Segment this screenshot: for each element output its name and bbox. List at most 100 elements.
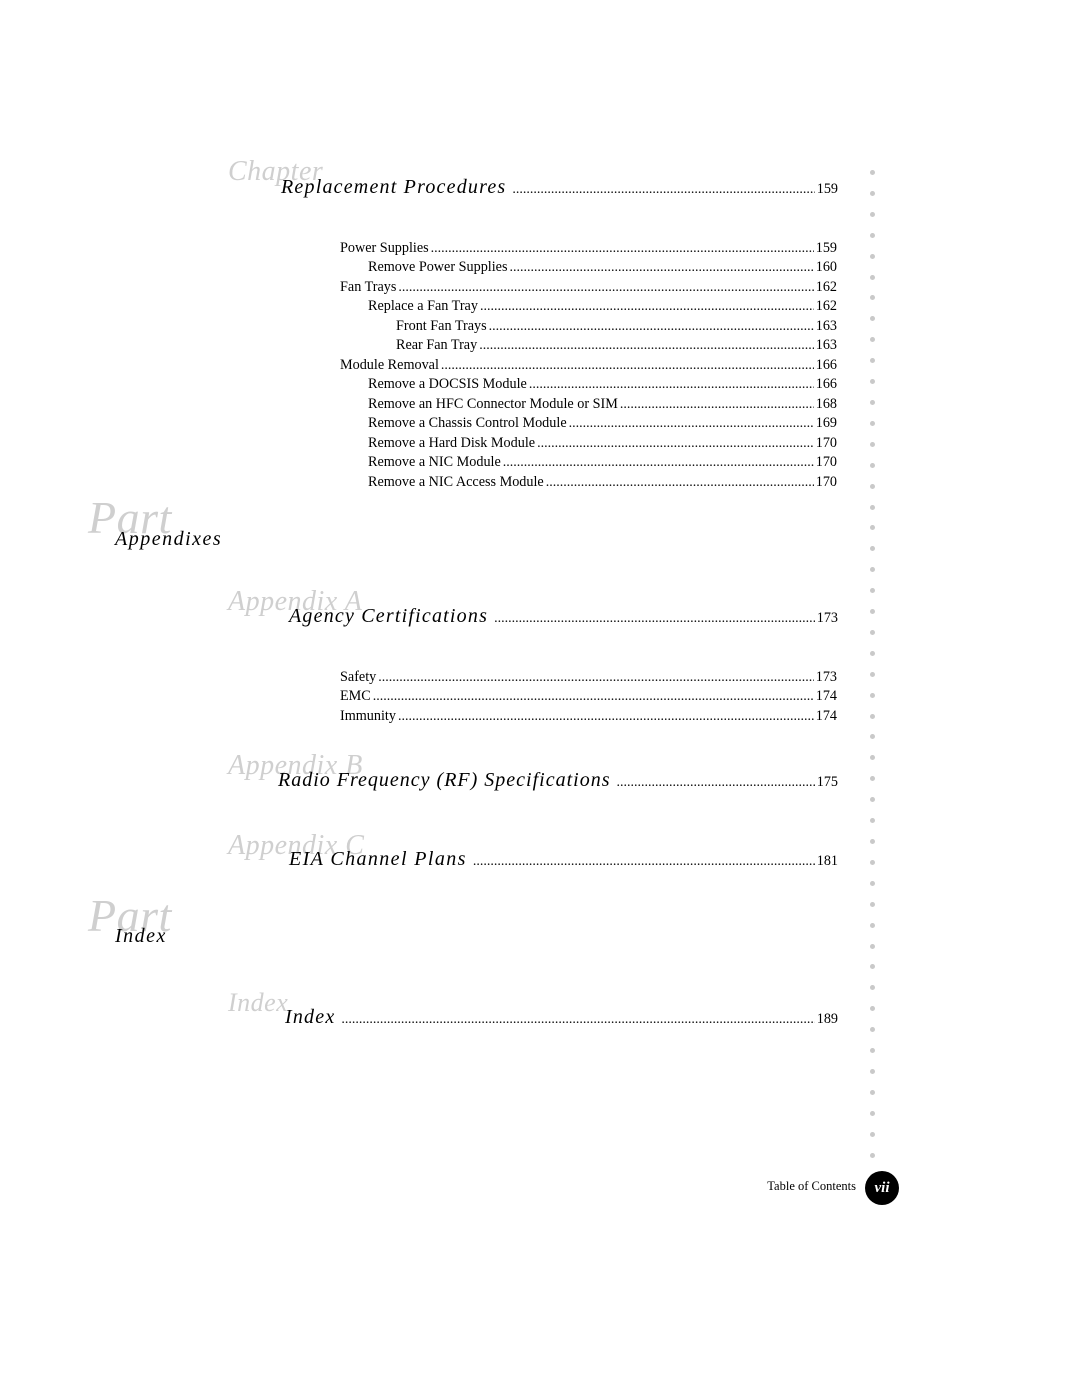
decorative-dot	[870, 1027, 875, 1032]
toc-row: Remove an HFC Connector Module or SIM168	[340, 395, 837, 414]
toc-row: Remove a NIC Access Module170	[340, 473, 837, 492]
toc-row: Remove a NIC Module 170	[340, 453, 837, 472]
leader	[569, 415, 814, 433]
toc-row: Front Fan Trays163	[340, 317, 837, 336]
toc-row: Fan Trays162	[340, 278, 837, 297]
page-number-badge: vii	[865, 1171, 899, 1205]
toc-label: Rear Fan Tray	[396, 336, 479, 355]
decorative-dot	[870, 902, 875, 907]
decorative-dot	[870, 567, 875, 572]
decorative-dot	[870, 776, 875, 781]
decorative-dot	[870, 964, 875, 969]
toc-row: Immunity174	[340, 707, 837, 726]
chapter-title: Replacement Procedures	[281, 176, 506, 199]
decorative-dot	[870, 818, 875, 823]
leader	[489, 318, 814, 336]
decorative-dot	[870, 630, 875, 635]
toc-label: Replace a Fan Tray	[368, 297, 480, 316]
decorative-dot	[870, 442, 875, 447]
decorative-dot	[870, 1090, 875, 1095]
toc-label: Remove Power Supplies	[368, 258, 510, 277]
toc-label: Remove an HFC Connector Module or SIM	[368, 395, 620, 414]
leader	[479, 337, 814, 355]
decorative-dot	[870, 316, 875, 321]
decorative-dot	[870, 254, 875, 259]
toc-label: EMC	[340, 687, 373, 706]
decorative-dot	[870, 839, 875, 844]
leader	[341, 1012, 814, 1028]
toc-row: Remove a Hard Disk Module170	[340, 434, 837, 453]
decorative-dot	[870, 693, 875, 698]
decorative-dot	[870, 358, 875, 363]
decorative-dot	[870, 923, 875, 928]
decorative-dot	[870, 944, 875, 949]
decorative-dot	[870, 170, 875, 175]
toc-label: Power Supplies	[340, 239, 431, 258]
leader	[529, 376, 814, 394]
part-b-title: Index	[115, 925, 167, 948]
decorative-dot	[870, 860, 875, 865]
decorative-dot	[870, 275, 875, 280]
toc-label: Safety	[340, 668, 378, 687]
toc-label: Remove a NIC Module	[368, 453, 503, 472]
decorative-dot	[870, 1048, 875, 1053]
leader	[510, 259, 814, 277]
toc-page: 173	[814, 668, 837, 687]
chapter-heading-row: Replacement Procedures 159	[281, 176, 838, 199]
appendix-c-title: EIA Channel Plans	[289, 848, 467, 871]
page-numeral: vii	[875, 1180, 890, 1197]
decorative-dot	[870, 985, 875, 990]
chapter-page: 159	[815, 181, 838, 198]
toc-label: Remove a Hard Disk Module	[368, 434, 537, 453]
leader	[431, 240, 814, 258]
decorative-dot	[870, 672, 875, 677]
decorative-dot	[870, 797, 875, 802]
decorative-dot	[870, 1006, 875, 1011]
decorative-dot	[870, 525, 875, 530]
decorative-dot	[870, 881, 875, 886]
toc-row: Rear Fan Tray 163	[340, 336, 837, 355]
decorative-dot	[870, 1069, 875, 1074]
appendix-a-page: 173	[815, 610, 838, 627]
decorative-dot	[870, 755, 875, 760]
decorative-dot	[870, 379, 875, 384]
toc-page: 160	[814, 258, 837, 277]
leader	[617, 775, 815, 791]
decorative-dot	[870, 233, 875, 238]
decorative-dot	[870, 546, 875, 551]
decorative-dot	[870, 1111, 875, 1116]
decorative-dot	[870, 337, 875, 342]
index-ghost-wrap: Index	[228, 990, 288, 1016]
decorative-dot	[870, 588, 875, 593]
toc-row: Module Removal166	[340, 356, 837, 375]
right-dot-marker	[870, 170, 875, 1200]
toc-page: 163	[814, 336, 837, 355]
part-a-title-wrap: Appendixes	[115, 528, 222, 551]
index-heading-row: Index 189	[285, 1006, 838, 1029]
toc-page: 166	[814, 356, 837, 375]
leader	[494, 611, 815, 627]
appendix-c-page: 181	[815, 853, 838, 870]
toc-label: Remove a DOCSIS Module	[368, 375, 529, 394]
decorative-dot	[870, 421, 875, 426]
toc-row: Power Supplies159	[340, 239, 837, 258]
leader	[512, 182, 814, 198]
appendix-a-heading-row: Agency Certifications 173	[289, 605, 838, 628]
toc-page: 170	[814, 453, 837, 472]
toc-label: Immunity	[340, 707, 398, 726]
toc-page: 169	[814, 414, 837, 433]
decorative-dot	[870, 651, 875, 656]
decorative-dot	[870, 609, 875, 614]
toc-page: 174	[814, 687, 837, 706]
toc-row: Remove a DOCSIS Module166	[340, 375, 837, 394]
toc-page: 163	[814, 317, 837, 336]
leader	[480, 298, 814, 316]
appendix-b-heading-row: Radio Frequency (RF) Specifications 175	[278, 769, 838, 792]
toc-row: Safety 173	[340, 668, 837, 687]
leader	[398, 708, 814, 726]
decorative-dot	[870, 400, 875, 405]
decorative-dot	[870, 734, 875, 739]
part-a-title: Appendixes	[115, 528, 222, 551]
decorative-dot	[870, 505, 875, 510]
leader	[398, 279, 813, 297]
